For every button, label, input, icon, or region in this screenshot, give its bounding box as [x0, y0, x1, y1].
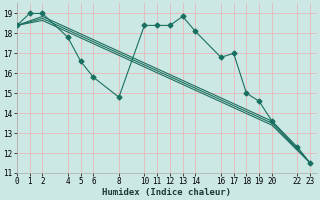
X-axis label: Humidex (Indice chaleur): Humidex (Indice chaleur)	[102, 188, 231, 197]
